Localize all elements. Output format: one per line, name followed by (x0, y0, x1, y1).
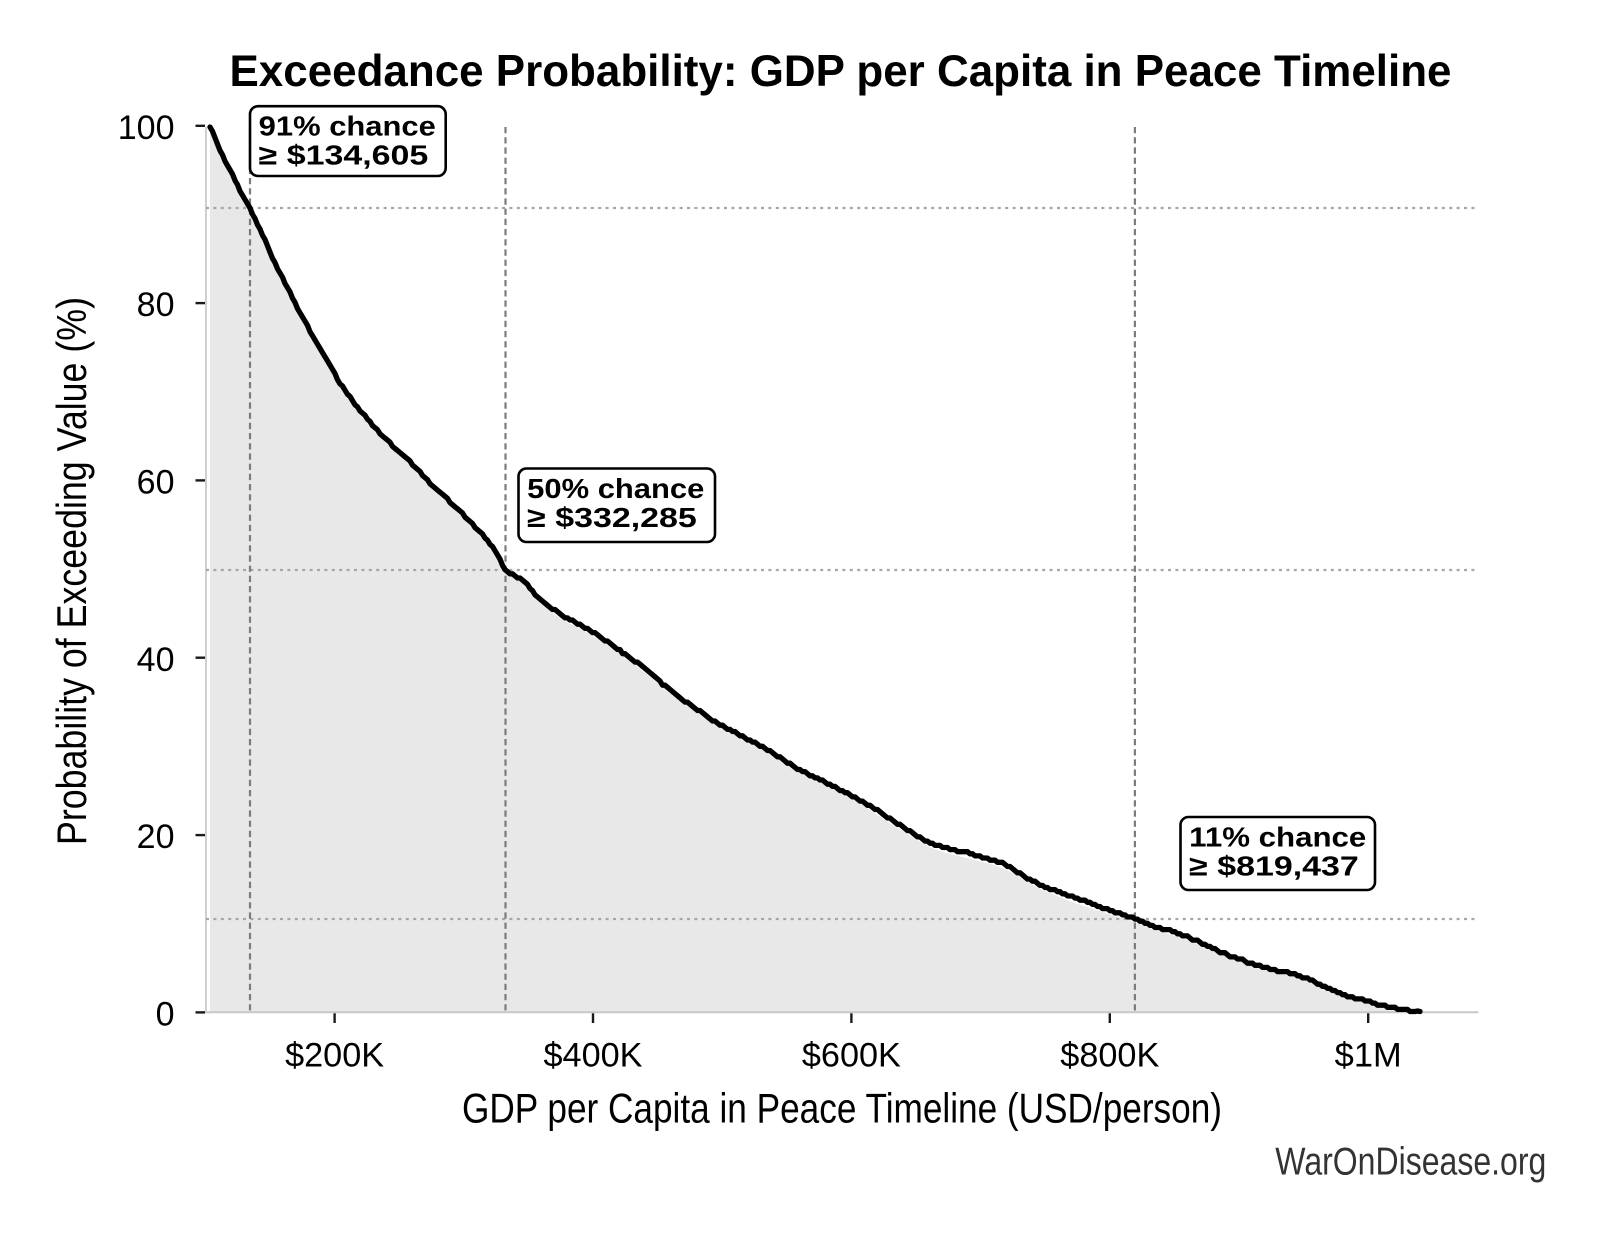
svg-text:WarOnDisease.org: WarOnDisease.org (1275, 1140, 1546, 1183)
svg-text:50% chance: 50% chance (527, 472, 704, 504)
svg-text:80: 80 (137, 286, 175, 324)
svg-text:100: 100 (118, 109, 175, 147)
svg-text:Exceedance Probability: GDP pe: Exceedance Probability: GDP per Capita i… (230, 47, 1452, 96)
svg-text:Probability of Exceeding Value: Probability of Exceeding Value (%) (49, 297, 95, 845)
svg-text:≥ $332,285: ≥ $332,285 (527, 501, 697, 533)
svg-text:≥ $134,605: ≥ $134,605 (259, 139, 429, 171)
svg-text:20: 20 (137, 818, 175, 856)
svg-text:GDP per Capita in Peace Timeli: GDP per Capita in Peace Timeline (USD/pe… (462, 1085, 1222, 1131)
svg-text:40: 40 (137, 641, 175, 679)
svg-text:$600K: $600K (802, 1036, 901, 1074)
svg-text:$200K: $200K (285, 1036, 384, 1074)
svg-text:91% chance: 91% chance (259, 110, 436, 142)
svg-text:$1M: $1M (1335, 1036, 1402, 1074)
svg-text:11% chance: 11% chance (1189, 821, 1366, 853)
svg-text:$400K: $400K (544, 1036, 643, 1074)
svg-text:0: 0 (156, 996, 175, 1034)
svg-text:$800K: $800K (1060, 1036, 1159, 1074)
svg-text:60: 60 (137, 464, 175, 502)
svg-text:≥ $819,437: ≥ $819,437 (1189, 849, 1359, 881)
